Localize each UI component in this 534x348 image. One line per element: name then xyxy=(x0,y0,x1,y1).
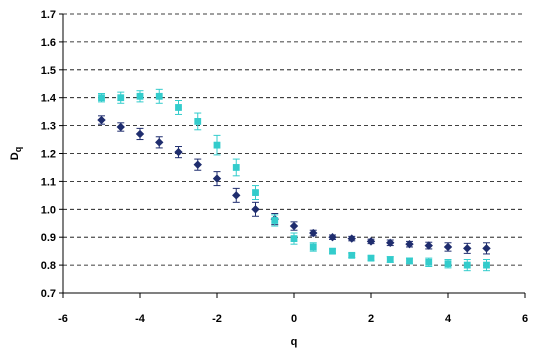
diamond-point xyxy=(135,129,145,139)
diamond-point xyxy=(232,191,241,200)
diamond-point xyxy=(424,241,433,250)
y-axis-title: Dq xyxy=(9,147,23,160)
square-point xyxy=(232,164,240,171)
square-point xyxy=(463,261,471,269)
diamond-point xyxy=(443,242,453,252)
y-tick-label: 0.7 xyxy=(41,288,56,300)
diamond-point xyxy=(116,122,125,132)
diamond-point xyxy=(193,160,202,169)
axes xyxy=(59,13,526,298)
square-point xyxy=(175,104,182,111)
diamond-point xyxy=(405,239,414,249)
x-tick-label: 6 xyxy=(522,313,528,325)
square-point xyxy=(386,256,394,263)
y-axis-title-subscript: q xyxy=(13,147,23,153)
square-point xyxy=(367,254,375,262)
diamond-point xyxy=(155,138,164,147)
y-tick-label: 1.0 xyxy=(41,204,56,216)
diamond-point xyxy=(251,205,260,214)
square-point xyxy=(406,257,413,265)
series-2 xyxy=(98,88,490,272)
square-point xyxy=(252,189,259,196)
square-point xyxy=(483,261,490,269)
diamond-point xyxy=(386,238,395,247)
y-tick-label: 1.2 xyxy=(41,149,56,161)
y-tick-label: 1.1 xyxy=(41,176,56,188)
diamond-point xyxy=(309,228,318,238)
diamond-point xyxy=(366,237,376,246)
data-series xyxy=(97,88,491,272)
square-point xyxy=(194,118,202,125)
x-tick-label: 2 xyxy=(368,313,374,325)
series-1 xyxy=(97,115,491,255)
diamond-point xyxy=(97,115,106,125)
square-point xyxy=(136,92,144,100)
square-point xyxy=(290,235,298,242)
square-point xyxy=(425,258,433,266)
diamond-point xyxy=(212,174,222,183)
y-tick-label: 0.9 xyxy=(41,232,56,244)
square-point xyxy=(213,141,221,149)
y-axis-title-main: D xyxy=(9,152,21,160)
square-point xyxy=(309,243,317,251)
y-tick-label: 0.8 xyxy=(41,260,56,272)
x-tick-label: -6 xyxy=(58,313,68,325)
y-tick-label: 1.6 xyxy=(41,37,56,49)
diamond-point xyxy=(289,221,299,231)
x-tick-label: -4 xyxy=(135,313,146,325)
square-point xyxy=(444,260,452,268)
x-tick-label: 4 xyxy=(445,313,452,325)
diamond-point xyxy=(347,234,356,243)
y-tick-label: 1.7 xyxy=(41,9,56,21)
tick-labels: 0.7 0.8 0.9 1.0 1.1 1.2 1.3 1.4 1.5 1.6 1.7 -6 -4 -2 0… xyxy=(41,9,528,325)
y-tick-label: 1.3 xyxy=(41,121,56,133)
diamond-point xyxy=(463,244,472,253)
y-tick-label: 1.4 xyxy=(41,93,57,105)
diamond-point xyxy=(174,147,183,157)
square-point xyxy=(117,94,125,102)
y-tick-label: 1.5 xyxy=(41,65,56,77)
square-point xyxy=(271,217,279,224)
square-point xyxy=(98,94,105,102)
diamond-point xyxy=(328,233,337,242)
square-point xyxy=(155,92,163,100)
x-tick-label: -2 xyxy=(212,313,222,325)
x-tick-label: 0 xyxy=(291,313,297,325)
diamond-point xyxy=(482,244,491,253)
square-point xyxy=(329,247,336,255)
square-point xyxy=(348,251,356,259)
x-axis-title: q xyxy=(291,336,298,348)
